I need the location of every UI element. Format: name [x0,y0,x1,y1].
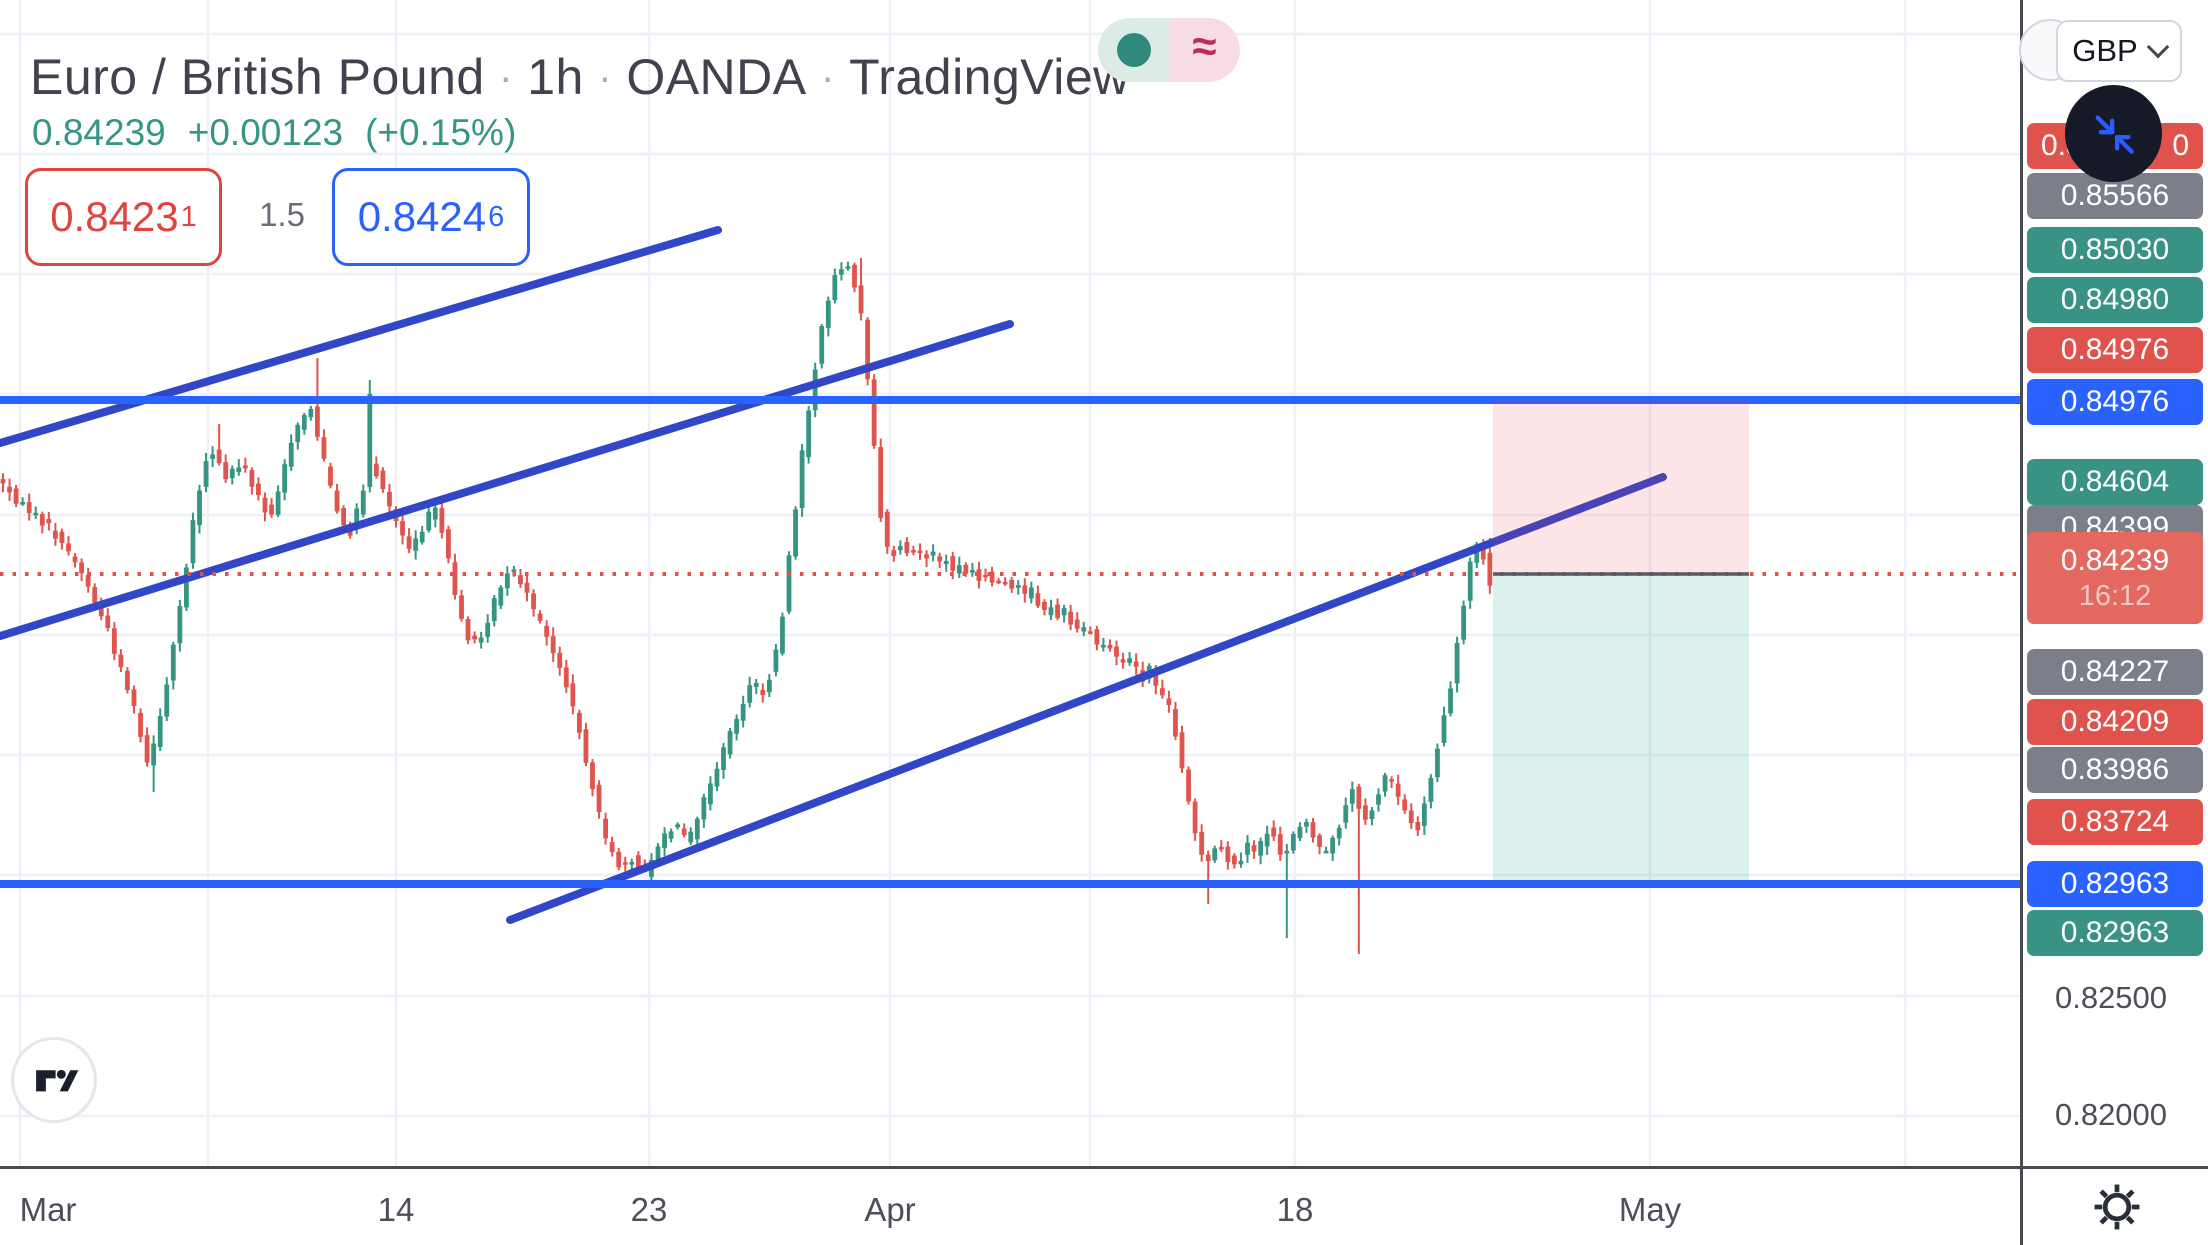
sell-button[interactable]: 0.8423 1 [25,168,222,266]
tradingview-logo[interactable] [11,1037,97,1123]
brand-label: TradingView [849,49,1130,105]
price-scale[interactable]: GBP 0.8 0 0.85566 0.85030 0.84980 0.84976 0.84… [2019,0,2208,1166]
price-chart[interactable] [0,0,2020,1166]
short-position-risk-zone[interactable] [1493,400,1749,574]
time-axis-label: 18 [1276,1191,1314,1228]
time-axis-label: Mar [19,1191,77,1228]
market-open-dot-icon [1116,33,1151,67]
price-change: +0.00123 [187,112,344,153]
sell-price: 0.8423 [50,193,179,240]
market-open-indicator[interactable] [1098,18,1169,82]
chevron-down-icon [2146,35,2170,59]
channel-lower-trendline[interactable] [0,320,1014,640]
separator-dot: · [820,53,836,100]
price-scale-label: 0.83724 [2027,799,2203,845]
time-axis-label: May [1618,1191,1682,1228]
short-position-profit-zone[interactable] [1493,574,1749,881]
time-scale[interactable]: Mar 14 23 Apr 18 May [0,1166,2208,1245]
spread-value: 1.5 [259,196,305,233]
market-status-toggle[interactable]: ≈ [1098,18,1240,82]
exchange-label: OANDA [626,49,807,105]
time-axis-label: 14 [377,1191,415,1228]
axis-settings-corner [2020,1169,2208,1245]
price-scale-label: 0.84239 16:12 [2027,532,2203,624]
price-axis-tick: 0.82500 [2054,980,2168,1015]
price-scale-label: 0.82963 [2027,910,2203,956]
uptrend-trendline[interactable] [506,473,1667,924]
time-axis-label: 23 [630,1191,668,1228]
price-scale-label: 0.83986 [2027,747,2203,793]
price-scale-label: 0.84980 [2027,277,2203,323]
tradingview-logo-glyph [36,1069,79,1092]
buy-price: 0.8424 [357,193,487,240]
separator-dot: · [597,53,613,100]
price-scale-label: 0.84604 [2027,459,2203,505]
price-scale-label: 0.84209 [2027,699,2203,745]
gear-icon[interactable] [2091,1181,2143,1233]
collapse-button[interactable] [2065,85,2162,182]
price-scale-label: 0.85030 [2027,227,2203,273]
price-scale-label: 0.84976 [2027,379,2203,425]
last-price: 0.84239 [32,112,166,153]
channel-upper-trendline[interactable] [0,226,722,447]
currency-label: GBP [2072,33,2138,68]
time-axis-label: Apr [864,1191,916,1228]
separator-dot: · [498,53,514,100]
buy-button[interactable]: 0.8424 6 [332,168,530,266]
delayed-data-indicator[interactable]: ≈ [1169,18,1240,82]
approx-icon: ≈ [1192,22,1217,71]
symbol-title-row[interactable]: Euro / British Pound · 1h · OANDA · TradingVie… [30,48,1130,106]
symbol-name: Euro / British Pound [30,49,485,105]
price-scale-label: 0.82963 [2027,861,2203,907]
collapse-arrows-icon [2095,115,2134,154]
candlestick-series [0,258,1493,954]
price-axis-tick: 0.82000 [2054,1097,2168,1132]
currency-dropdown[interactable]: GBP [2056,20,2182,82]
price-scale-label: 0.84976 [2027,327,2203,373]
quote-row: 0.84239 +0.00123 (+0.15%) [32,112,538,154]
price-scale-label: 0.84227 [2027,649,2203,695]
price-change-percent: (+0.15%) [365,112,517,153]
interval-label: 1h [527,49,584,105]
